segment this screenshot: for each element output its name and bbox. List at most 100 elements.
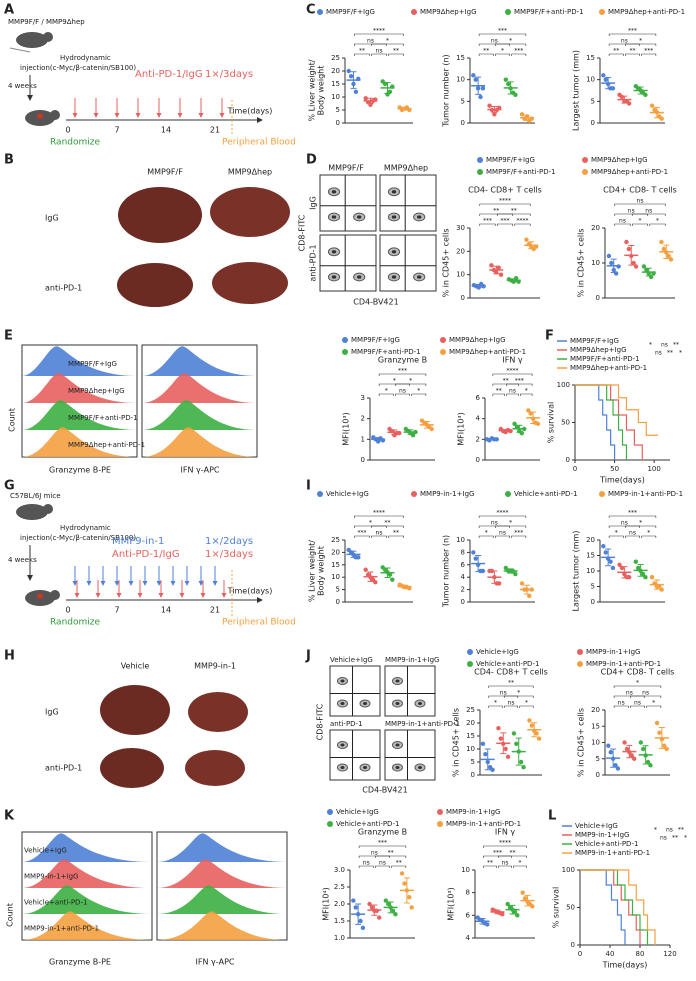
- data-point: [641, 746, 646, 752]
- legend-label: MMP9Δhep+anti-PD-1: [608, 8, 685, 16]
- data-point: [643, 92, 648, 98]
- liver-photo: [188, 692, 248, 732]
- data-point: [629, 753, 634, 758]
- y-axis-label: % in CD45+ cells: [577, 708, 586, 777]
- y-axis-label: Largest tumor (mm): [572, 50, 581, 131]
- data-point: [661, 246, 667, 252]
- y-tick-label: 0: [571, 941, 575, 949]
- significance-label: ***: [498, 28, 507, 35]
- schematic-g: C57BL/6J mice Hydrodynamic injection(c-M…: [8, 492, 296, 628]
- data-point: [390, 908, 396, 913]
- legend-marker: [477, 169, 483, 175]
- legend-label: MMP9Δhep+anti-PD-1: [591, 168, 668, 176]
- data-point: [519, 112, 525, 117]
- y-tick-label: 1.5: [334, 917, 345, 925]
- data-point: [606, 743, 611, 748]
- data-point: [608, 750, 613, 755]
- legend-marker: [342, 337, 348, 343]
- significance-bracket: [395, 393, 410, 396]
- data-point: [376, 915, 382, 920]
- significance-bracket: [378, 373, 427, 376]
- data-point: [649, 103, 655, 108]
- data-point: [363, 567, 368, 572]
- legend-label: MMP9Δhep+IgG: [591, 156, 648, 164]
- significance-bracket: [483, 845, 527, 848]
- treatment-label: Anti-PD-1/IgG: [135, 69, 203, 80]
- significance-label: ns: [634, 700, 641, 707]
- significance-label: **: [511, 208, 517, 215]
- legend-label: Vehicle+anti-PD-1: [514, 490, 577, 498]
- photos-b: MMP9F/F MMP9Δhep IgG anti-PD-1: [45, 168, 290, 307]
- axis-label: CD4-BV421: [362, 786, 407, 795]
- data-point: [524, 237, 529, 242]
- y-tick-label: 0: [596, 771, 600, 779]
- significance-bracket: [513, 865, 527, 868]
- significance-bracket: [488, 685, 534, 688]
- data-point: [369, 905, 375, 910]
- significance-bracket: [378, 383, 410, 386]
- y-tick-label: 20: [591, 224, 600, 232]
- significance-bracket: [625, 535, 640, 538]
- legend-label: MMP9Δhep+anti-PD-1: [570, 364, 647, 372]
- y-tick-label: 20: [456, 247, 465, 255]
- data-point: [503, 77, 509, 82]
- panel-label: G: [4, 479, 15, 494]
- significance-label: *: [652, 700, 655, 707]
- y-tick-label: 25: [331, 54, 340, 62]
- x-tick-label: 120: [663, 950, 676, 958]
- treatment-label: Anti-PD-1/IgG: [112, 549, 180, 560]
- significance-label: *: [684, 835, 687, 842]
- y-tick-label: 10: [456, 76, 465, 84]
- significance-label: *: [417, 388, 420, 395]
- flow-panel-label: MMP9-in-1+anti-PD-1: [385, 720, 460, 728]
- legend-label: MMP9F/F+anti-PD-1: [514, 8, 584, 16]
- data-point: [662, 743, 667, 748]
- liver-photo: [185, 750, 245, 786]
- data-point: [664, 746, 669, 752]
- significance-bracket: [495, 53, 510, 56]
- legend-label: MMP9-in-1+anti-PD-1: [446, 820, 521, 828]
- legend-marker: [440, 349, 446, 355]
- significance-label: ns: [399, 388, 406, 395]
- row-label: anti-PD-1: [45, 764, 82, 773]
- randomize-label: Randomize: [50, 138, 100, 148]
- data-point: [500, 912, 505, 917]
- data-point: [489, 263, 494, 268]
- significance-bracket: [492, 383, 519, 386]
- y-axis-label: % in CD45+ cells: [577, 228, 586, 297]
- flow-panel-label: anti-PD-1: [330, 720, 363, 728]
- data-point: [505, 901, 510, 907]
- significance-bracket: [630, 705, 645, 708]
- chart-title: CD4+ CD8- T cells: [603, 186, 677, 195]
- histogram-label: MMP9F/F+IgG: [68, 360, 117, 368]
- survival-curve: [580, 869, 649, 945]
- mouse: [43, 32, 53, 42]
- significance-label: ***: [644, 48, 653, 55]
- endpoint-label: Peripheral Blood: [222, 138, 296, 148]
- cell-cluster: [363, 766, 367, 769]
- y-tick-label: 20: [331, 548, 340, 556]
- significance-label: ns: [645, 208, 652, 215]
- y-axis-label: MFI(10⁴): [322, 887, 331, 921]
- injection-text: injection(c-Myc/β-catenin/SB100): [20, 64, 136, 72]
- significance-label: *: [519, 860, 522, 867]
- y-tick-label: 0: [336, 119, 340, 127]
- data-point: [485, 922, 490, 927]
- chart-title: CD4+ CD8- T cells: [601, 668, 675, 677]
- histogram-label: MMP9Δhep+IgG: [68, 387, 125, 395]
- data-point: [606, 253, 612, 259]
- data-point: [601, 544, 606, 549]
- data-point: [609, 260, 614, 266]
- significance-label: ns: [371, 850, 378, 857]
- y-tick-label: 0: [476, 456, 480, 464]
- significance-label: ns: [621, 38, 628, 45]
- cell-cluster: [391, 215, 397, 219]
- y-tick-label: 2: [461, 586, 465, 594]
- data-point: [519, 430, 524, 436]
- panel-label: K: [4, 809, 15, 824]
- legend-marker: [577, 649, 583, 655]
- y-axis-label: % in CD45+ cells: [442, 228, 451, 297]
- significance-bracket: [649, 223, 666, 226]
- y-tick-label: 5: [591, 583, 595, 591]
- significance-label: ***: [514, 48, 523, 55]
